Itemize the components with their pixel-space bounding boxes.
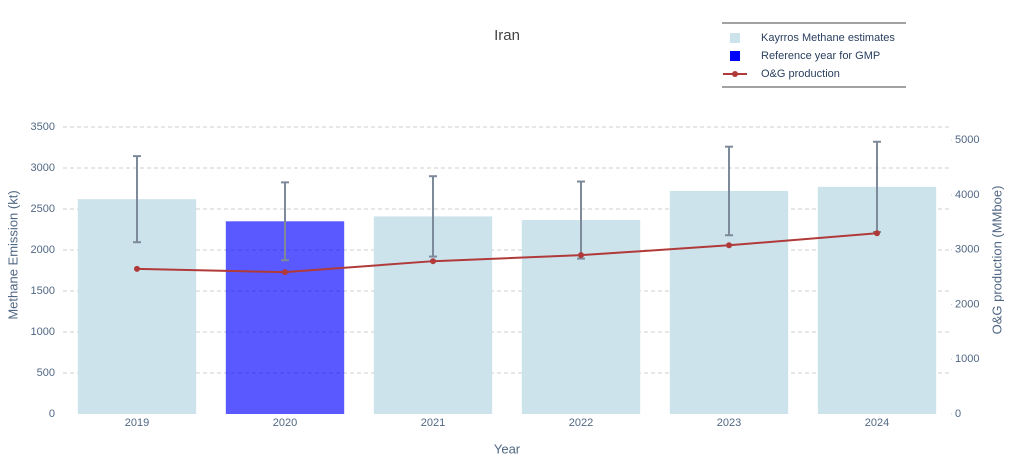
error-bar [281, 181, 289, 262]
line-marker [578, 252, 584, 259]
y-tick-label: 2500 [31, 203, 55, 215]
line-marker [726, 242, 732, 249]
y2-tick-label: 1000 [955, 353, 979, 365]
x-tick-label: 2022 [569, 417, 593, 429]
line-marker [874, 230, 880, 237]
chart-title: Iran [494, 27, 520, 44]
legend-label: O&G production [761, 68, 840, 80]
error-bar [133, 155, 141, 244]
y-axis-title: Methane Emission (kt) [5, 190, 20, 319]
y2-tick-label: 3000 [955, 244, 979, 256]
error-bar [725, 145, 733, 237]
x-tick-label: 2023 [717, 417, 741, 429]
y-tick-label: 0 [49, 408, 55, 420]
y-tick-label: 500 [37, 367, 55, 379]
legend-label: Kayrros Methane estimates [761, 32, 895, 44]
x-tick-label: 2021 [421, 417, 445, 429]
plot-area [63, 126, 952, 415]
line-marker [430, 258, 436, 265]
y-tick-label: 3500 [31, 121, 55, 133]
legend: Kayrros Methane estimates Reference year … [722, 22, 906, 88]
y-tick-label: 2000 [31, 244, 55, 256]
y-tick-label: 1500 [31, 285, 55, 297]
line-marker [282, 269, 288, 276]
y2-tick-label: 5000 [955, 134, 979, 146]
x-tick-label: 2020 [273, 417, 297, 429]
line [136, 232, 878, 274]
legend-swatch [730, 33, 740, 43]
x-axis-title: Year [494, 441, 521, 456]
legend-label: Reference year for GMP [761, 50, 880, 62]
y2-tick-label: 0 [955, 408, 961, 420]
y-tick-label: 1000 [31, 326, 55, 338]
legend-swatch [732, 71, 738, 77]
error-bar [577, 180, 585, 260]
y2-axis-title: O&G production (MMboe) [989, 186, 1004, 335]
y2-tick-label: 2000 [955, 298, 979, 310]
x-tick-label: 2019 [125, 417, 149, 429]
x-tick-label: 2024 [865, 417, 889, 429]
error-bar [429, 175, 437, 258]
y-tick-label: 3000 [31, 162, 55, 174]
line-marker [134, 265, 140, 272]
y2-tick-label: 4000 [955, 189, 979, 201]
legend-swatch [730, 51, 740, 61]
